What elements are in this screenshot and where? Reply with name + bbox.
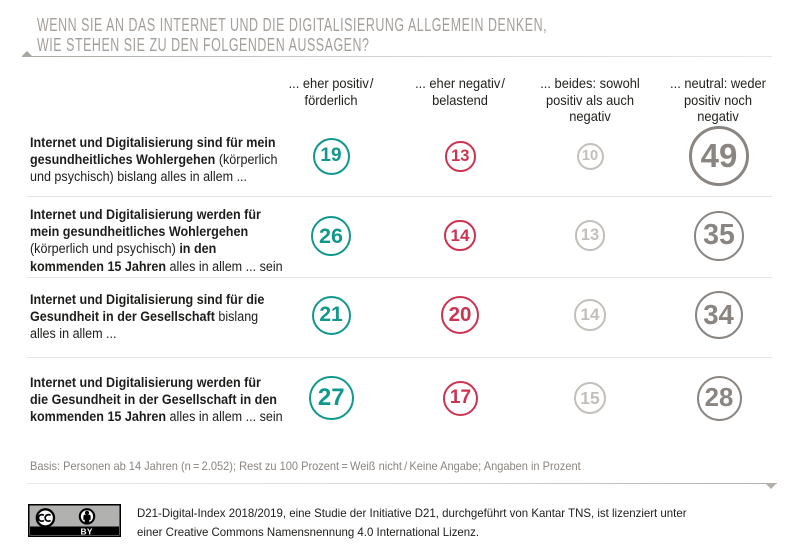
- svg-text:BY: BY: [80, 527, 92, 537]
